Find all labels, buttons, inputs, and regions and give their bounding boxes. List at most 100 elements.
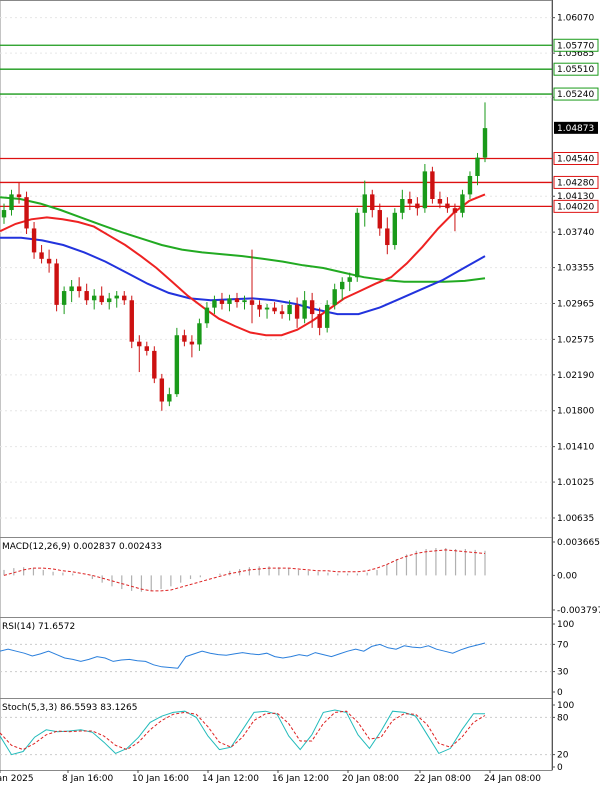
rsi-tick-label: 100 (557, 620, 574, 630)
bear-candle (257, 304, 262, 310)
price-tick-label: 1.02190 (557, 371, 594, 381)
macd-signal-line (3, 549, 486, 592)
bull-candle (287, 304, 292, 315)
rsi-panel[interactable]: RSI(14) 71.6572 100 70 30 0 (0, 620, 574, 698)
support-level-value: 1.04280 (557, 178, 594, 188)
bull-candle (332, 289, 337, 305)
rsi-line (0, 642, 486, 669)
bear-candle (279, 311, 285, 315)
bull-candle (61, 291, 67, 305)
bear-candle (272, 307, 277, 312)
resistance-level-value: 1.05240 (557, 90, 594, 100)
bear-candle (54, 263, 59, 305)
bull-candle (475, 157, 480, 176)
price-tick-label: 1.06070 (557, 14, 594, 24)
bull-candle (482, 128, 488, 158)
bear-candle (309, 300, 315, 315)
bear-candle (234, 298, 240, 303)
bear-candle (430, 171, 435, 199)
bull-candle (9, 194, 14, 211)
bear-candle (152, 350, 157, 379)
resistance-level-tag (553, 87, 599, 101)
bear-candle (370, 194, 375, 211)
macd-panel[interactable]: MACD(12,26,9) 0.002837 0.002433 0.003665… (2, 538, 600, 616)
bear-candle (407, 198, 413, 204)
bear-candle (129, 300, 134, 342)
time-tick-label: 10 Jan 16:00 (132, 774, 189, 784)
bear-candle (144, 346, 149, 351)
current-price-value: 1.04873 (557, 124, 594, 134)
bull-candle (347, 277, 352, 282)
bear-candle (294, 304, 300, 319)
panel-frames (0, 0, 553, 771)
bull-candle (242, 300, 247, 303)
stoch-label: Stoch(5,3,3) 86.5593 83.1265 (2, 703, 137, 713)
panel-frame-0 (0, 0, 553, 538)
time-tick-label: 20 Jan 08:00 (342, 774, 399, 784)
bear-candle (182, 335, 187, 342)
bull-candle (174, 335, 180, 395)
bull-candle (91, 295, 97, 301)
current-price-tag (554, 121, 598, 134)
bear-candle (122, 295, 127, 301)
candlesticks (1, 102, 488, 411)
bear-candle (84, 291, 89, 301)
support-level-value: 1.04020 (557, 202, 594, 212)
resistance-level-tag (553, 38, 599, 52)
bull-candle (69, 286, 74, 292)
bear-candle (219, 300, 225, 304)
stoch-tick-label: 20 (557, 751, 569, 761)
rsi-label: RSI(14) 71.6572 (2, 622, 75, 632)
rsi-tick-label: 30 (557, 668, 569, 678)
rsi-tick-label: 0 (557, 688, 563, 698)
bear-candle (16, 194, 22, 198)
stoch-tick-label: 0 (557, 763, 563, 773)
rsi-tick-label: 70 (557, 640, 569, 650)
stoch-tick-label: 80 (557, 713, 569, 723)
time-tick-label: 24 Jan 08:00 (484, 774, 541, 784)
bear-candle (377, 210, 382, 229)
time-tick-label: 22 Jan 08:00 (414, 774, 471, 784)
stoch-d-line (0, 710, 486, 751)
time-tick-label: Jan 2025 (0, 774, 34, 784)
mid-moving-average (0, 236, 486, 316)
time-tick-label: 16 Jan 12:00 (272, 774, 329, 784)
bear-candle (249, 300, 255, 305)
support-level-tag (553, 199, 599, 213)
bull-candle (227, 298, 232, 304)
bull-candle (392, 212, 398, 246)
price-tick-label: 1.02575 (557, 335, 594, 345)
bear-candle (385, 228, 390, 246)
bear-candle (99, 295, 104, 303)
macd-label: MACD(12,26,9) 0.002837 0.002433 (2, 542, 162, 552)
price-panel[interactable]: 1.060701.056851.052051.041301.037401.033… (0, 14, 599, 524)
bull-candle (324, 304, 330, 328)
stochastic-panel[interactable]: Stoch(5,3,3) 86.5593 83.1265 100 80 20 0 (0, 701, 574, 773)
support-resistance-lines (0, 44, 552, 208)
price-axis: 1.060701.056851.052051.041301.037401.033… (552, 14, 599, 524)
moving-averages (0, 193, 486, 337)
support-level-tag (553, 175, 599, 189)
bull-candle (1, 210, 7, 218)
macd-tick-label: 0.003665 (557, 538, 600, 548)
bear-candle (437, 198, 443, 204)
bear-candle (31, 228, 37, 253)
bull-candle (197, 323, 202, 345)
price-tick-label: 1.01800 (557, 407, 594, 417)
time-axis: Jan 2025 8 Jan 16:00 10 Jan 16:00 14 Jan 12… (0, 770, 541, 784)
price-tick-label: 1.03740 (557, 228, 594, 238)
price-tick-label: 1.03355 (557, 264, 594, 274)
time-tick-label: 8 Jan 16:00 (62, 774, 114, 784)
slow-moving-average (0, 196, 486, 283)
bull-candle (460, 194, 465, 213)
support-level-value: 1.04540 (557, 154, 594, 164)
bear-candle (317, 314, 322, 328)
bear-candle (189, 341, 195, 345)
stoch-k-line (0, 709, 485, 756)
bull-candle (302, 300, 307, 319)
bull-candle (107, 298, 112, 303)
bear-candle (159, 378, 165, 402)
bear-candle (137, 341, 142, 347)
price-tick-label: 1.01025 (557, 478, 594, 488)
